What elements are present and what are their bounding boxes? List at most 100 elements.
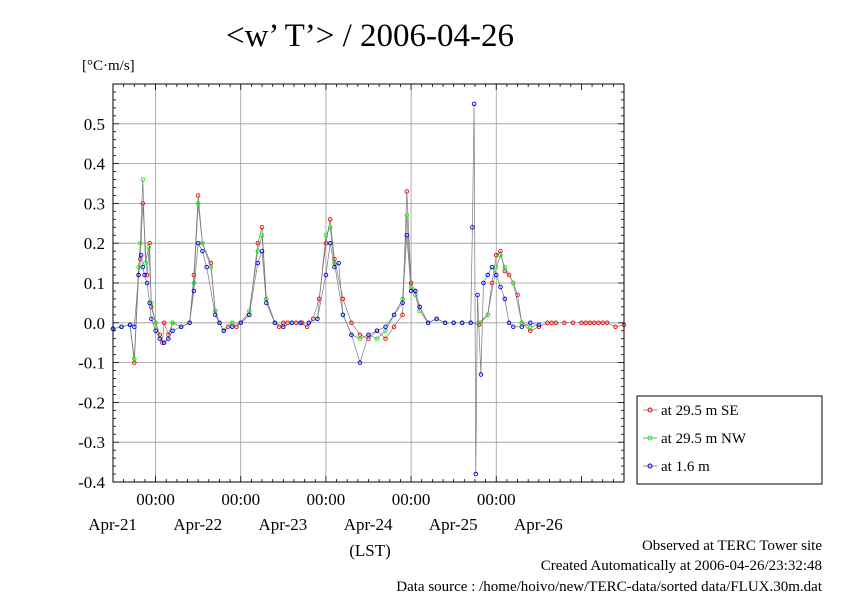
data-point	[528, 320, 533, 326]
data-point	[149, 316, 154, 322]
data-point	[374, 336, 380, 341]
footer-site: Observed at TERC Tower site	[642, 538, 822, 554]
data-point	[200, 248, 205, 254]
legend-entry-label: at 29.5 m NW	[661, 431, 747, 447]
chart-title: <w’ T’> / 2006-04-26	[226, 18, 514, 54]
legend-items: at 29.5 m SE at 29.5 m NW at 1.6 m	[643, 403, 747, 475]
data-point	[478, 372, 484, 377]
data-point	[161, 320, 167, 326]
series-layer	[110, 101, 627, 477]
data-point	[323, 240, 329, 246]
data-point	[323, 232, 329, 238]
data-point	[485, 272, 490, 278]
legend: at 29.5 m SE at 29.5 m NW at 1.6 m	[636, 395, 823, 485]
data-point	[475, 292, 480, 298]
data-point	[604, 320, 610, 326]
data-point	[383, 324, 388, 330]
data-point	[553, 320, 559, 326]
y-tick-label: -0.2	[78, 393, 105, 412]
data-point	[153, 320, 158, 326]
data-point	[255, 260, 261, 266]
y-tick-label: 0.5	[84, 115, 105, 134]
data-point	[391, 324, 397, 330]
data-point	[511, 280, 516, 286]
data-point	[545, 320, 550, 326]
data-point	[147, 300, 152, 306]
data-point	[417, 304, 422, 310]
data-point	[374, 328, 380, 334]
data-point	[136, 264, 141, 270]
data-point	[272, 320, 278, 326]
data-point	[506, 320, 512, 326]
data-point	[191, 280, 197, 286]
data-point	[212, 312, 218, 318]
data-point	[494, 252, 499, 258]
x-tick-date-label: Apr-25	[429, 515, 478, 534]
data-point	[579, 320, 584, 326]
data-point	[191, 288, 197, 294]
data-point	[157, 336, 163, 341]
data-point	[498, 252, 503, 258]
data-point	[166, 336, 171, 341]
data-point	[229, 324, 235, 330]
y-tick-label: 0.4	[84, 155, 106, 174]
data-point	[259, 225, 265, 230]
data-point	[298, 320, 303, 326]
series-3	[110, 101, 542, 477]
x-tick-date-label: Apr-22	[173, 515, 222, 534]
data-point	[383, 336, 388, 341]
data-point	[259, 232, 265, 238]
data-point	[596, 320, 601, 326]
data-point	[170, 320, 175, 326]
data-point	[349, 332, 354, 337]
data-point	[340, 296, 346, 302]
y-tick-label: 0.1	[84, 274, 105, 293]
data-point	[140, 201, 146, 206]
data-point	[200, 240, 205, 246]
data-point	[408, 288, 414, 294]
x-tick-date-label: Apr-23	[259, 515, 308, 534]
legend-marker	[647, 407, 653, 413]
legend-marker	[647, 463, 653, 469]
y-axis-unit-label: [°C·m/s]	[82, 58, 135, 74]
data-point	[468, 320, 473, 326]
data-point	[208, 264, 214, 270]
data-point	[434, 316, 439, 322]
data-point	[238, 320, 243, 326]
data-point	[127, 322, 133, 328]
x-tick-date-label: Apr-24	[344, 515, 393, 534]
data-point	[357, 360, 363, 365]
data-point	[147, 240, 152, 246]
data-point	[204, 264, 209, 270]
data-point	[498, 284, 503, 290]
data-point	[144, 280, 150, 286]
data-point	[327, 217, 333, 222]
data-point	[138, 252, 144, 258]
y-axis-ticks: -0.4 -0.3 -0.2 -0.1 0.0 0.1 0.2 0.3 0.4 0.5	[78, 83, 624, 492]
data-point	[304, 324, 310, 330]
x-tick-date-label: Apr-21	[88, 515, 137, 534]
x-tick-time-label: 00:00	[136, 490, 175, 509]
data-point	[404, 213, 410, 218]
data-point	[442, 320, 448, 326]
data-point	[536, 322, 542, 328]
data-point	[413, 288, 418, 294]
legend-marker	[647, 435, 653, 441]
data-point	[315, 316, 320, 322]
data-point	[366, 332, 371, 337]
data-point	[587, 320, 593, 326]
data-point	[494, 272, 499, 278]
data-point	[340, 312, 346, 318]
data-point	[613, 324, 618, 330]
data-point	[136, 272, 141, 278]
data-point	[336, 260, 341, 266]
data-point	[481, 280, 486, 286]
data-point	[289, 320, 295, 326]
data-point	[511, 324, 516, 330]
data-point	[400, 312, 405, 318]
footer-created: Created Automatically at 2006-04-26/23:3…	[541, 558, 822, 574]
x-tick-time-label: 00:00	[221, 490, 260, 509]
data-point	[591, 320, 597, 326]
data-point	[349, 320, 354, 326]
